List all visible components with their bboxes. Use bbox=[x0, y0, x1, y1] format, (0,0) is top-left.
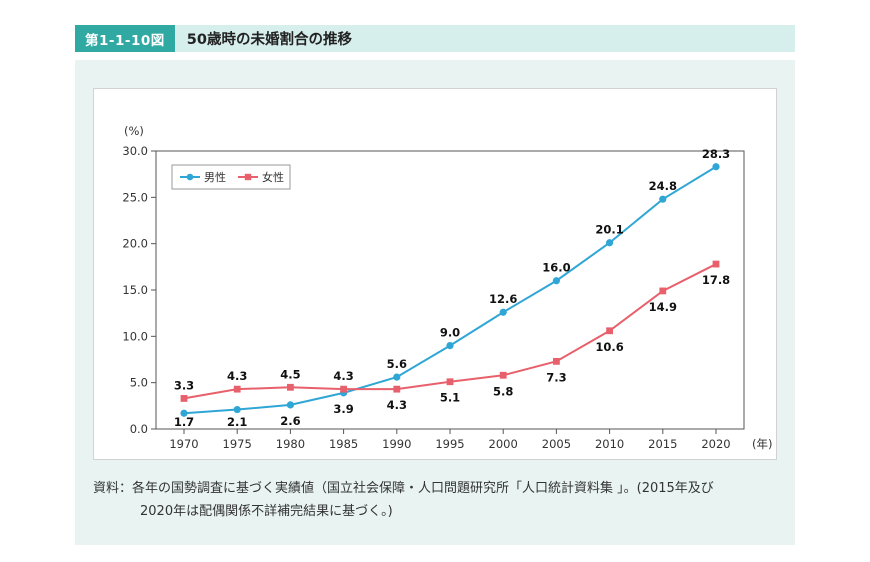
data-point-marker bbox=[659, 195, 667, 203]
data-point-marker bbox=[233, 385, 241, 393]
data-label: 3.9 bbox=[333, 402, 353, 416]
source-line-1: 資料：各年の国勢調査に基づく実績値（国立社会保障・人口問題研究所「人口統計資料集… bbox=[93, 481, 714, 496]
y-tick-label: 10.0 bbox=[122, 329, 148, 343]
data-label: 5.6 bbox=[387, 357, 407, 371]
x-tick-label: 2000 bbox=[489, 437, 518, 451]
x-tick-label: 2015 bbox=[648, 437, 677, 451]
data-label: 5.8 bbox=[493, 384, 513, 398]
data-label: 10.6 bbox=[595, 340, 623, 354]
data-label: 20.1 bbox=[595, 223, 623, 237]
legend-marker bbox=[244, 173, 252, 181]
data-point-marker bbox=[552, 277, 560, 285]
source-note: 資料：各年の国勢調査に基づく実績値（国立社会保障・人口問題研究所「人口統計資料集… bbox=[93, 478, 783, 524]
line-chart: 0.0 5.0 10.0 15.0 20.0 25.0 30.0 1970 1975 1980 19… bbox=[122, 124, 772, 451]
x-tick-label: 1985 bbox=[329, 437, 358, 451]
data-label: 3.3 bbox=[174, 378, 194, 392]
data-point-marker bbox=[393, 385, 401, 393]
y-tick-label: 15.0 bbox=[122, 283, 148, 297]
data-point-marker bbox=[553, 357, 560, 365]
data-point-marker bbox=[287, 383, 294, 391]
data-point-marker bbox=[712, 163, 720, 171]
figure-number-badge: 第1-1-10図 bbox=[75, 25, 175, 52]
data-label: 7.3 bbox=[546, 370, 566, 384]
y-unit-label: (%) bbox=[124, 124, 144, 138]
data-label: 1.7 bbox=[174, 415, 194, 429]
data-label: 4.3 bbox=[333, 369, 353, 383]
data-point-marker bbox=[606, 239, 614, 247]
data-point-marker bbox=[340, 385, 347, 393]
x-tick-label: 2020 bbox=[701, 437, 730, 451]
y-tick-label: 25.0 bbox=[122, 190, 148, 204]
legend-label: 男性 bbox=[204, 170, 226, 184]
data-label: 16.0 bbox=[542, 261, 570, 275]
x-unit-label: (年) bbox=[752, 437, 772, 451]
data-label: 14.9 bbox=[649, 300, 677, 314]
y-tick-label: 5.0 bbox=[130, 376, 148, 390]
data-label: 4.5 bbox=[280, 367, 300, 381]
data-point-marker bbox=[712, 260, 720, 268]
x-tick-label: 1970 bbox=[169, 437, 198, 451]
x-tick-label: 1995 bbox=[435, 437, 464, 451]
data-point-marker bbox=[606, 327, 613, 335]
data-label: 5.1 bbox=[440, 391, 460, 405]
data-point-marker bbox=[659, 287, 667, 295]
y-tick-label: 0.0 bbox=[130, 422, 148, 436]
x-tick-label: 2010 bbox=[595, 437, 624, 451]
data-point-marker bbox=[499, 308, 507, 316]
data-point-marker bbox=[446, 342, 454, 350]
data-label: 4.3 bbox=[387, 398, 407, 412]
x-tick-label: 2005 bbox=[542, 437, 571, 451]
legend-marker bbox=[186, 173, 194, 181]
x-tick-label: 1975 bbox=[223, 437, 252, 451]
x-tick-label: 1990 bbox=[382, 437, 411, 451]
data-label: 28.3 bbox=[702, 147, 730, 161]
data-point-marker bbox=[180, 409, 188, 417]
chart-card: 0.0 5.0 10.0 15.0 20.0 25.0 30.0 1970 1975 1980 19… bbox=[93, 88, 777, 460]
data-label: 9.0 bbox=[440, 326, 460, 340]
legend-label: 女性 bbox=[262, 170, 284, 184]
figure-title: 50歳時の未婚割合の推移 bbox=[186, 32, 352, 48]
figure-panel: 0.0 5.0 10.0 15.0 20.0 25.0 30.0 1970 1975 1980 19… bbox=[75, 60, 795, 545]
x-tick-label: 1980 bbox=[276, 437, 305, 451]
data-label: 4.3 bbox=[227, 369, 247, 383]
data-label: 2.1 bbox=[227, 415, 247, 429]
data-point-marker bbox=[393, 373, 401, 381]
data-label: 24.8 bbox=[649, 179, 677, 193]
data-label: 17.8 bbox=[702, 273, 730, 287]
source-line-2: 2020年は配偶関係不詳補完結果に基づく。) bbox=[140, 503, 393, 519]
data-point-marker bbox=[286, 401, 294, 409]
data-label: 2.6 bbox=[280, 414, 300, 428]
y-tick-label: 20.0 bbox=[122, 237, 148, 251]
data-point-marker bbox=[446, 378, 454, 386]
data-point-marker bbox=[499, 371, 507, 379]
y-tick-label: 30.0 bbox=[122, 144, 148, 158]
data-label: 12.6 bbox=[489, 292, 517, 306]
figure-header: 第1-1-10図 50歳時の未婚割合の推移 bbox=[75, 25, 795, 52]
data-point-marker bbox=[233, 405, 241, 414]
data-point-marker bbox=[180, 395, 188, 402]
